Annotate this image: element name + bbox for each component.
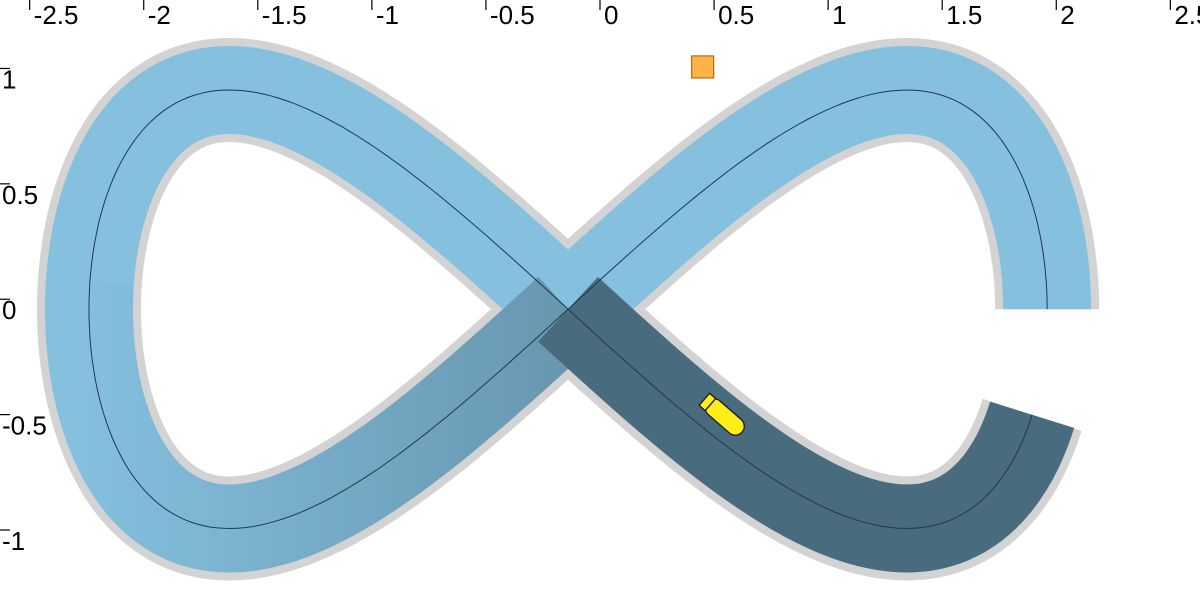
x-tick-label: -0.5 [490,0,535,30]
x-tick-label: -2 [148,0,171,30]
y-tick-label: -0.5 [2,411,47,441]
track-over [45,242,1076,573]
x-tick-label: -2.5 [34,0,79,30]
y-tick-label: 0.5 [2,180,38,210]
target-marker [691,55,715,79]
x-tick-label: 2.5 [1174,0,1200,30]
agent-rocket [698,392,745,436]
x-tick-label: -1.5 [262,0,307,30]
y-tick-label: 1 [2,64,16,94]
x-tick-label: 0 [604,0,618,30]
track-band-under-branch [45,46,608,349]
agent-tail [698,392,717,412]
x-tick-label: 0.5 [718,0,754,30]
x-tick-label: 1 [832,0,846,30]
track-band-right-loop [528,268,1076,573]
track-band-bottom [45,242,608,573]
y-tick-label: -1 [2,526,25,556]
x-tick-label: 1.5 [946,0,982,30]
track-centerline [88,89,1048,530]
x-tick-label: -1 [376,0,399,30]
x-tick-label: 2 [1060,0,1074,30]
y-tick-label: 0 [2,295,16,325]
axes: -2.5 -2 -1.5 -1 -0.5 0 0.5 1 1.5 2 2.5 1 0.5 0 -0.5 -1 [0,0,1200,556]
